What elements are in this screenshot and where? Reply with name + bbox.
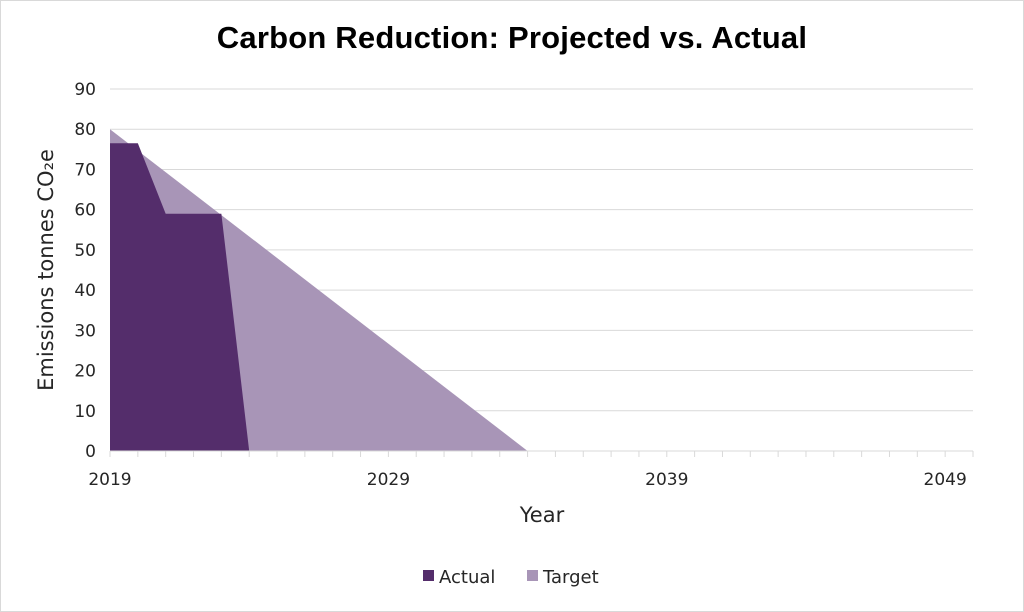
x-tick-label-2029: 2029 xyxy=(367,470,410,490)
y-tick-label-10: 10 xyxy=(74,402,96,422)
y-tick-label-30: 30 xyxy=(74,321,96,341)
y-axis-title: Emissions tonnes CO₂e xyxy=(34,149,58,391)
y-tick-label-20: 20 xyxy=(74,362,96,382)
legend: Actual Target xyxy=(423,567,599,588)
x-tick-label-2039: 2039 xyxy=(645,470,688,490)
axis-layer: 0 10 20 30 40 50 60 70 80 90 2019 2029 2039 2049 xyxy=(74,80,974,490)
legend-swatch-target xyxy=(527,570,538,581)
area-layer xyxy=(110,129,528,452)
legend-label-actual: Actual xyxy=(439,567,495,588)
y-tick-label-80: 80 xyxy=(74,120,96,140)
y-tick-label-50: 50 xyxy=(74,241,96,261)
y-tick-label-60: 60 xyxy=(74,201,96,221)
y-tick-label-0: 0 xyxy=(85,442,96,462)
legend-label-target: Target xyxy=(542,567,599,588)
y-tick-label-90: 90 xyxy=(74,80,96,100)
x-axis-title: Year xyxy=(519,503,565,527)
chart-title: Carbon Reduction: Projected vs. Actual xyxy=(216,20,808,55)
y-tick-label-40: 40 xyxy=(74,281,96,301)
y-tick-label-70: 70 xyxy=(74,160,96,180)
x-tick-label-2019: 2019 xyxy=(88,470,131,490)
x-tick-label-2049: 2049 xyxy=(924,470,967,490)
area-actual xyxy=(110,143,250,452)
legend-swatch-actual xyxy=(423,570,434,581)
